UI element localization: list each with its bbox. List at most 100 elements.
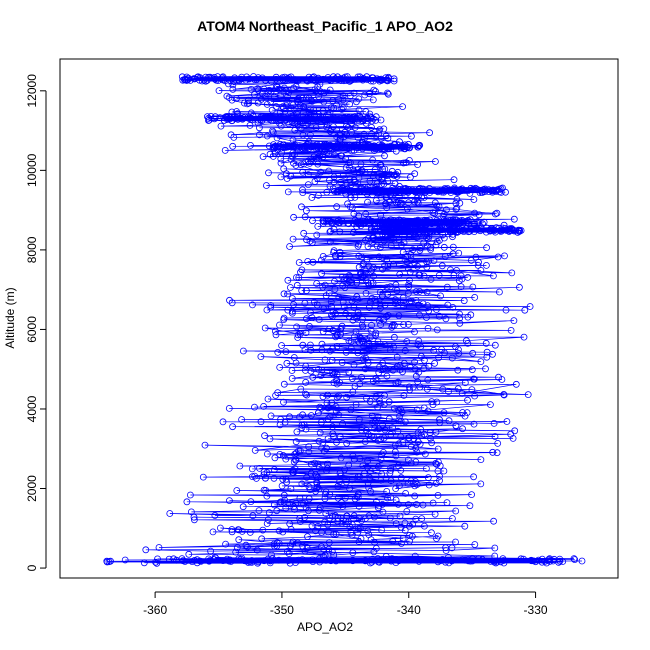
data-point	[378, 526, 386, 534]
data-point	[359, 315, 366, 323]
data-point	[375, 141, 383, 149]
data-point	[428, 398, 436, 406]
data-point	[391, 296, 399, 304]
data-point	[413, 234, 421, 242]
data-point	[461, 412, 469, 420]
data-point	[381, 301, 389, 309]
data-point	[435, 312, 443, 320]
data-point	[406, 532, 413, 539]
data-point	[360, 470, 368, 477]
data-point	[315, 365, 323, 373]
data-point	[452, 422, 460, 430]
data-point	[318, 366, 326, 374]
data-point	[489, 350, 496, 358]
data-point	[243, 100, 251, 108]
data-point	[470, 473, 478, 481]
data-point	[330, 371, 338, 378]
data-point	[515, 226, 522, 234]
data-point	[368, 412, 376, 420]
data-point	[337, 330, 345, 338]
data-point	[443, 499, 451, 507]
data-point	[369, 96, 377, 104]
data-point	[354, 337, 362, 345]
data-point	[458, 227, 466, 235]
data-point	[345, 337, 353, 345]
data-point	[440, 216, 448, 224]
data-point	[280, 491, 288, 499]
data-point	[370, 548, 378, 556]
data-point	[284, 290, 292, 298]
data-point	[347, 276, 355, 284]
data-point	[375, 173, 383, 181]
data-point	[231, 74, 239, 82]
data-point	[324, 217, 332, 225]
data-point	[348, 128, 355, 136]
data-point	[356, 333, 364, 341]
data-point	[297, 385, 305, 393]
data-point	[347, 406, 355, 414]
data-point	[374, 555, 382, 562]
data-point	[387, 242, 395, 249]
data-point	[395, 406, 403, 414]
data-point	[302, 362, 310, 370]
data-point	[412, 296, 420, 304]
data-point	[207, 113, 215, 120]
data-point	[482, 261, 490, 269]
data-point	[485, 186, 493, 194]
data-point	[400, 217, 408, 224]
data-point	[154, 555, 161, 563]
data-point	[379, 217, 387, 224]
data-point	[503, 418, 511, 425]
data-point	[263, 520, 271, 527]
data-point	[299, 341, 307, 349]
data-point	[398, 199, 406, 207]
data-point	[229, 142, 237, 150]
data-point	[279, 475, 287, 483]
data-point	[264, 555, 272, 563]
data-point	[256, 131, 263, 139]
data-point	[308, 314, 316, 322]
data-point	[229, 423, 237, 431]
data-point	[307, 469, 315, 477]
data-point	[380, 434, 388, 442]
data-point	[358, 253, 366, 261]
data-point	[324, 528, 332, 536]
data-point	[500, 221, 508, 229]
data-point	[258, 90, 266, 97]
data-point	[326, 86, 334, 94]
data-point	[241, 113, 249, 121]
data-point	[433, 398, 441, 406]
data-point	[388, 555, 396, 563]
data-point	[332, 403, 340, 410]
data-point	[428, 439, 436, 447]
data-point	[409, 246, 417, 254]
data-point	[336, 433, 344, 441]
data-point	[315, 111, 323, 118]
data-point	[355, 416, 363, 423]
data-point	[456, 314, 464, 322]
data-point	[291, 141, 299, 149]
data-point	[327, 557, 335, 565]
data-point	[272, 103, 280, 110]
data-point	[225, 404, 233, 412]
y-tick-label: 2000	[25, 475, 39, 502]
data-point	[251, 472, 259, 480]
data-point	[317, 256, 325, 264]
data-point	[406, 173, 414, 181]
data-point	[300, 229, 308, 237]
data-point	[313, 140, 321, 148]
y-tick-label: 10000	[25, 153, 39, 187]
data-point	[251, 403, 258, 411]
data-point	[280, 314, 288, 322]
data-point	[194, 73, 202, 81]
data-point	[341, 141, 349, 149]
data-point	[328, 512, 336, 520]
data-point	[402, 489, 410, 497]
data-point	[326, 109, 334, 116]
data-point	[433, 535, 440, 542]
data-point	[391, 171, 398, 179]
data-point	[349, 388, 357, 396]
data-point	[263, 469, 271, 477]
data-point	[375, 425, 383, 433]
data-point	[294, 98, 302, 106]
